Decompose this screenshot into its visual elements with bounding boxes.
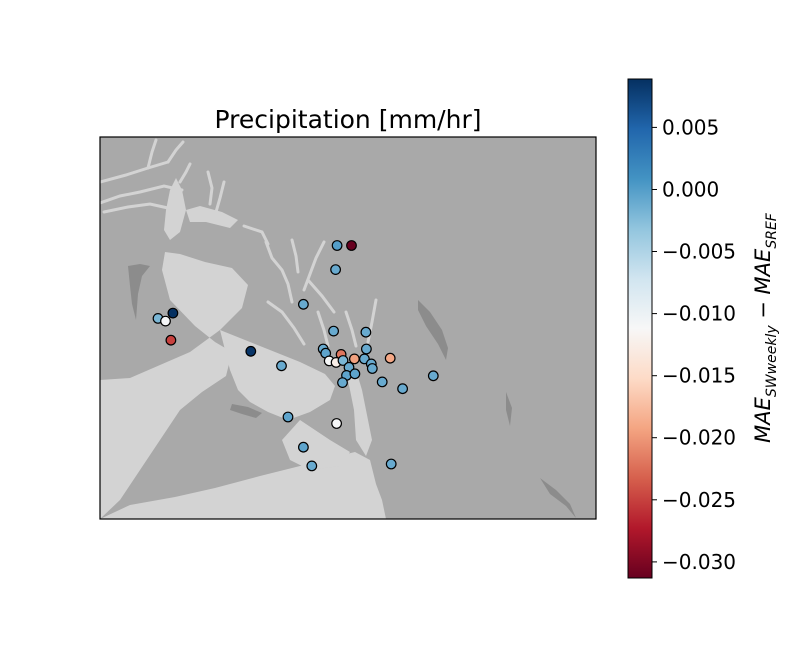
colorbar-tick-label-4: −0.010 — [662, 302, 736, 326]
colorbar-label-sub2: SREF — [764, 212, 780, 248]
colorbar-label-main-2: MAE — [751, 248, 775, 294]
station-marker-31 — [427, 370, 439, 382]
station-marker-5 — [167, 307, 179, 319]
map — [100, 137, 596, 519]
station-marker-4 — [298, 298, 309, 310]
colorbar-tick-label-2: 0.000 — [662, 178, 719, 202]
colorbar: 0.005 0.000 −0.005 −0.010 −0.015 −0.020 −0.025… — [627, 78, 780, 579]
station-marker-30 — [397, 383, 409, 395]
station-marker-20 — [337, 355, 349, 366]
colorbar-label-main: MAE — [751, 396, 775, 442]
colorbar-ticks: 0.005 0.000 −0.005 −0.010 −0.015 −0.020 −0.025… — [652, 115, 736, 574]
station-marker-28 — [337, 377, 348, 389]
station-marker-22 — [384, 352, 396, 364]
station-marker-33 — [331, 418, 343, 429]
station-marker-34 — [298, 441, 309, 453]
station-marker-1 — [331, 240, 343, 251]
colorbar-tick-label-5: −0.015 — [662, 364, 736, 388]
station-marker-7 — [160, 315, 171, 327]
station-marker-9 — [328, 325, 340, 337]
station-marker-36 — [385, 458, 397, 470]
chart-title: Precipitation [mm/hr] — [215, 105, 482, 134]
station-marker-32 — [282, 411, 294, 423]
station-marker-27 — [349, 368, 361, 380]
station-marker-8 — [165, 334, 177, 346]
station-marker-23 — [276, 360, 287, 372]
colorbar-gradient — [628, 79, 652, 578]
map-frame — [99, 136, 597, 520]
station-marker-3 — [330, 264, 342, 276]
colorbar-tick-label-6: −0.020 — [662, 426, 736, 450]
colorbar-tick-label-8: −0.030 — [662, 550, 736, 574]
colorbar-frame — [627, 78, 653, 579]
station-marker-35 — [306, 460, 318, 472]
colorbar-label-sub1: SWweekly — [764, 325, 780, 397]
station-marker-14 — [361, 343, 372, 355]
map-channels — [100, 138, 378, 348]
colorbar-label: MAESWweekly − MAESREF — [751, 212, 780, 443]
colorbar-tick-label-1: 0.005 — [662, 115, 719, 139]
station-marker-2 — [346, 240, 357, 251]
station-marker-10 — [360, 326, 372, 338]
station-marker-25 — [366, 363, 378, 374]
colorbar-tick-label-3: −0.005 — [662, 240, 736, 264]
station-marker-18 — [349, 353, 360, 365]
stations — [152, 240, 439, 472]
colorbar-label-minus: − — [751, 294, 775, 325]
map-lakes — [128, 264, 576, 518]
colorbar-tick-label-7: −0.025 — [662, 488, 736, 512]
station-marker-29 — [376, 376, 388, 388]
station-marker-15 — [245, 345, 257, 357]
